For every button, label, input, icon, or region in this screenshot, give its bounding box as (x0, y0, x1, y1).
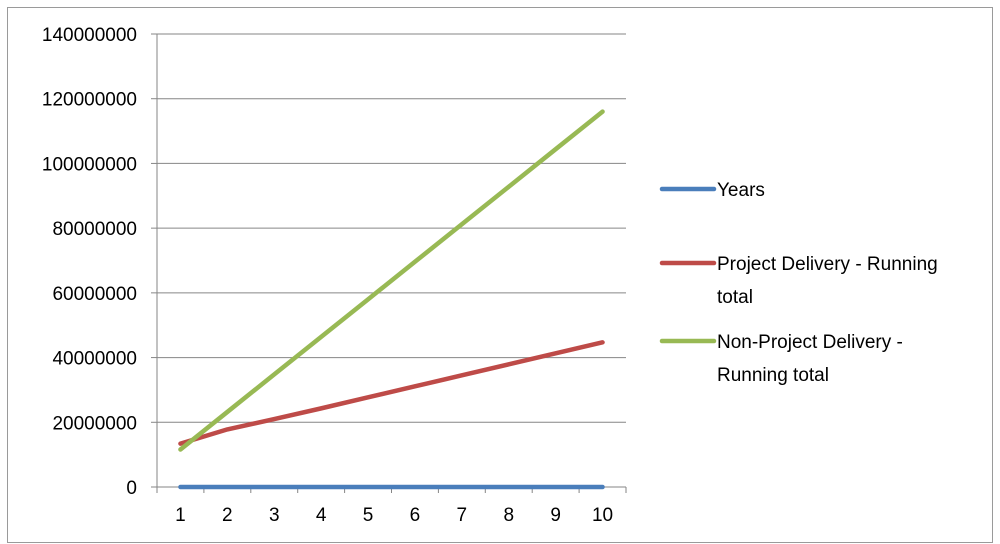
x-tick-label: 10 (592, 505, 613, 526)
x-tick-label: 7 (457, 505, 468, 526)
y-tick-label: 20000000 (52, 413, 137, 434)
x-tick-label: 6 (410, 505, 421, 526)
series-lines (178, 109, 605, 490)
y-tick-label: 40000000 (52, 349, 137, 370)
y-tick-label: 0 (126, 478, 137, 499)
y-tick-label: 60000000 (52, 284, 137, 305)
legend: Years Project Delivery - Running total Non-… (659, 180, 938, 386)
y-tick-labels: 0 20000000 40000000 60000000 80000000 1000000… (42, 25, 137, 499)
x-tick-label: 9 (550, 505, 561, 526)
x-tick-label: 1 (175, 505, 186, 526)
y-tick-label: 80000000 (52, 219, 137, 240)
legend-label: Years (717, 180, 765, 201)
y-tick-label: 120000000 (42, 90, 137, 111)
legend-label: Running total (717, 365, 829, 386)
series-line-2 (178, 340, 605, 446)
x-tick-label: 5 (363, 505, 374, 526)
chart-area (7, 7, 993, 543)
gridlines (157, 33, 626, 423)
legend-label: Project Delivery - Running (717, 254, 938, 275)
axes (151, 33, 627, 493)
x-tick-labels: 1 2 3 4 5 6 7 8 9 10 (175, 505, 613, 526)
y-tick-label: 100000000 (42, 154, 137, 175)
x-tick-label: 8 (503, 505, 514, 526)
x-tick-label: 4 (316, 505, 327, 526)
legend-label: total (717, 287, 753, 308)
y-tick-label: 140000000 (42, 25, 137, 46)
series-line-3 (178, 109, 605, 452)
x-tick-label: 2 (222, 505, 233, 526)
legend-label: Non-Project Delivery - (717, 332, 903, 353)
x-tick-label: 3 (269, 505, 280, 526)
